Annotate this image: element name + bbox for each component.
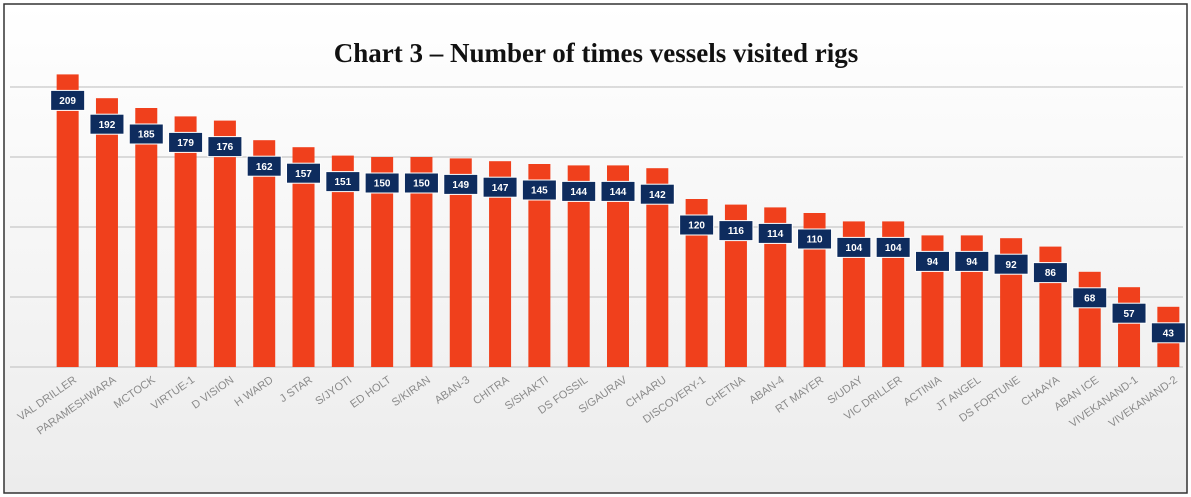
bar — [135, 108, 158, 367]
value-label: 192 — [99, 120, 116, 131]
bar — [292, 147, 315, 367]
value-label-box — [954, 250, 990, 272]
value-label-box — [679, 214, 715, 236]
value-label-box — [1032, 262, 1068, 284]
value-label: 104 — [885, 243, 902, 254]
value-label: 142 — [649, 190, 666, 201]
value-label: 157 — [295, 169, 312, 180]
bar — [528, 164, 551, 367]
value-label: 110 — [806, 235, 823, 246]
value-label: 116 — [728, 226, 745, 237]
value-label: 120 — [688, 221, 705, 232]
frame — [3, 3, 1188, 494]
value-label-box — [403, 172, 439, 194]
value-label: 86 — [1045, 268, 1057, 279]
value-label: 104 — [846, 243, 863, 254]
value-label-box — [246, 155, 282, 177]
value-label: 57 — [1123, 309, 1135, 320]
bar — [213, 120, 236, 367]
value-label-box — [325, 171, 361, 193]
value-label: 145 — [531, 186, 548, 197]
bar — [371, 157, 394, 367]
value-label: 150 — [374, 179, 391, 190]
value-label: 114 — [767, 229, 784, 240]
value-label: 150 — [413, 179, 430, 190]
bar — [646, 168, 669, 367]
bar — [607, 165, 629, 367]
value-label-box — [207, 136, 243, 158]
value-label-box — [757, 222, 793, 244]
bar — [567, 165, 590, 367]
value-label: 92 — [1006, 260, 1018, 271]
value-label-box — [1072, 287, 1108, 309]
value-label-box — [443, 173, 479, 195]
value-label-box — [836, 236, 872, 258]
bar — [764, 207, 787, 367]
value-label-box — [521, 179, 557, 201]
value-label: 151 — [334, 177, 351, 188]
value-label-box — [168, 131, 204, 153]
value-label: 209 — [59, 96, 76, 107]
value-label-box — [718, 220, 754, 242]
value-label: 147 — [492, 183, 509, 194]
bar — [1078, 271, 1101, 367]
value-label-box — [89, 113, 125, 135]
value-label-box — [364, 172, 400, 194]
bar — [410, 157, 433, 367]
bar — [174, 116, 197, 368]
value-label: 162 — [256, 162, 273, 173]
bar — [449, 158, 472, 367]
value-label: 94 — [966, 257, 978, 268]
value-label-box — [639, 183, 675, 205]
bar — [56, 74, 79, 368]
value-label: 144 — [570, 187, 587, 198]
bar — [331, 155, 354, 367]
value-label: 179 — [177, 138, 194, 149]
value-label-box — [797, 228, 833, 250]
value-label-box — [875, 236, 911, 258]
value-label: 185 — [138, 130, 155, 141]
value-label: 68 — [1084, 293, 1096, 304]
value-label: 149 — [452, 180, 469, 191]
bar — [803, 213, 826, 367]
bar — [685, 199, 708, 367]
value-label-box — [914, 250, 950, 272]
value-label-box — [50, 89, 86, 111]
value-label: 144 — [610, 187, 627, 198]
bar — [253, 140, 276, 367]
chart-title: Chart 3 – Number of times vessels visite… — [334, 38, 858, 68]
bar — [489, 161, 512, 367]
value-label-box — [1150, 322, 1186, 344]
value-label-box — [600, 180, 636, 202]
value-label: 176 — [217, 142, 234, 153]
value-label-box — [1111, 302, 1147, 324]
value-label: 94 — [927, 257, 939, 268]
value-label-box — [482, 176, 518, 198]
value-label-box — [286, 162, 322, 184]
bar — [95, 98, 118, 367]
value-label: 43 — [1163, 328, 1175, 339]
bar — [724, 204, 747, 367]
value-label-box — [561, 180, 597, 202]
value-label-box — [993, 253, 1029, 275]
value-label-box — [128, 123, 164, 145]
bar — [1118, 287, 1141, 367]
